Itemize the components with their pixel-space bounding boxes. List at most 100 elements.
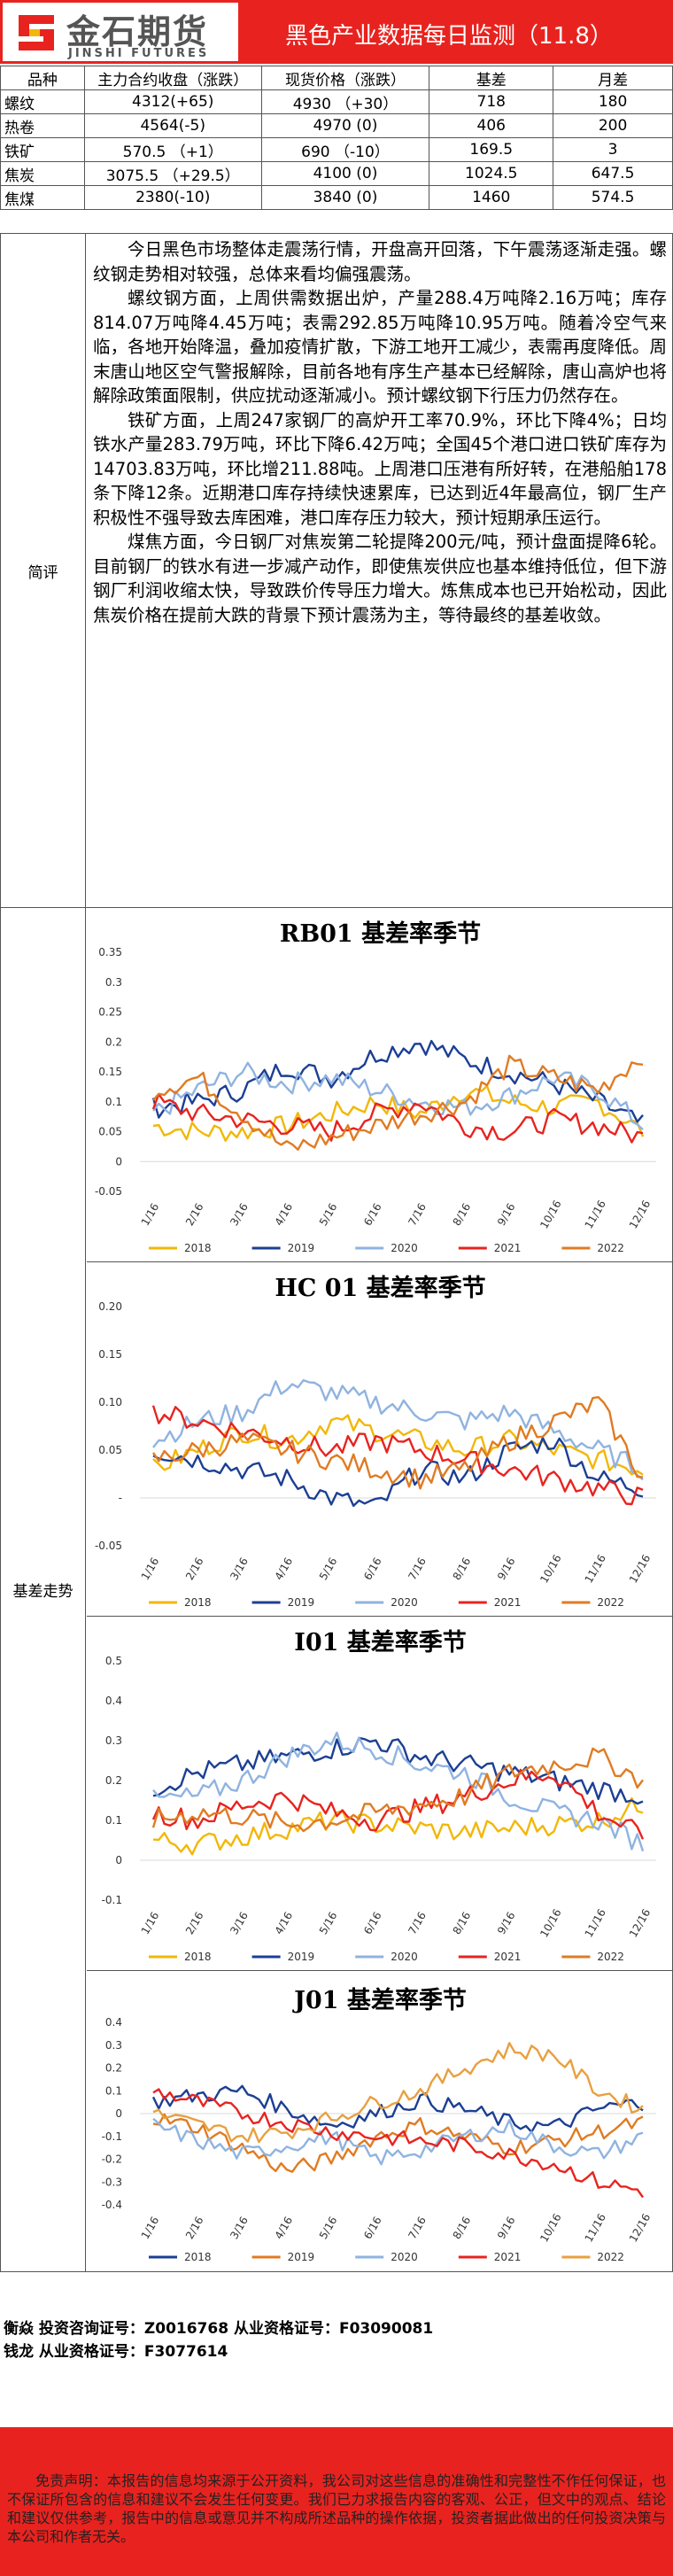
y-tick-label: 0: [115, 1854, 122, 1866]
series-line-2021: [151, 1092, 644, 1144]
x-tick-label: 8/16: [451, 1910, 474, 1936]
chart-svg: I01 基差率季节 0.5 0.4 0.3 0.2 0.1 0 -0.1 1/16 2/16 3/1…: [102, 1628, 656, 1963]
column-header: 现货价格（涨跌）: [260, 66, 430, 90]
x-tick-label: 7/16: [406, 1201, 429, 1228]
series-line-2021: [151, 1405, 644, 1506]
x-tick-label: 3/16: [228, 1910, 251, 1936]
chart-title: RB01 基差率季节: [280, 919, 481, 948]
x-tick-label: 5/16: [317, 1910, 340, 1936]
logo-english-text: JINSHI FUTURES: [68, 47, 210, 60]
x-tick-label: 11/16: [583, 1553, 608, 1586]
chart-svg: J01 基差率季节 0.4 0.3 0.2 0.1 0 -0.1 -0.2 -0.3 -0.4 1/…: [102, 1986, 656, 2263]
chart-title: I01 基差率季节: [294, 1628, 467, 1657]
product-name: 焦炭: [0, 161, 85, 186]
summary-label: 简评: [1, 234, 86, 907]
chart-title: HC 01 基差率季节: [275, 1274, 485, 1302]
x-tick-label: 1/16: [139, 1910, 162, 1936]
y-tick-label: 0.15: [98, 1066, 122, 1078]
disclaimer-banner: 免责声明：本报告的信息均来源于公开资料，我公司对这些信息的准确性和完整性不作任何…: [0, 2427, 673, 2576]
legend-label: 2019: [288, 2251, 315, 2263]
table-row: 铁矿 570.5 （+1） 690 （-10） 169.5 3: [0, 137, 673, 162]
x-tick-label: 9/16: [495, 2215, 518, 2241]
table-cell: 180: [553, 89, 673, 114]
x-tick-label: 1/16: [139, 1201, 162, 1228]
x-tick-label: 12/16: [627, 1553, 653, 1586]
product-name: 铁矿: [0, 137, 85, 162]
y-tick-label: 0.35: [98, 946, 122, 958]
basis-section: 基差走势 RB01 基差率季节 0.35 0.3 0.25 0.2 0.15 0.1 0.05…: [0, 908, 673, 2272]
table-row: 焦煤 2380(-10) 3840 (0) 1460 574.5: [0, 185, 673, 210]
y-tick-label: -0.1: [102, 1894, 122, 1906]
series-line-2019: [152, 1436, 644, 1508]
x-tick-label: 6/16: [361, 1910, 384, 1936]
y-tick-label: 0.5: [105, 1655, 122, 1667]
table-header-row: 品种 主力合约收盘（涨跌） 现货价格（涨跌） 基差 月差: [0, 66, 673, 90]
analyst-contacts: 衡焱 投资咨询证号：Z0016768 从业资格证号：F03090081 钱龙 从…: [0, 2317, 673, 2363]
x-tick-label: 2/16: [183, 2215, 206, 2241]
x-tick-label: 2/16: [183, 1556, 206, 1582]
chart-i01: I01 基差率季节 0.5 0.4 0.3 0.2 0.1 0 -0.1 1/16 2/16 3/1…: [87, 1617, 673, 1971]
x-tick-label: 3/16: [228, 1556, 251, 1582]
x-tick-label: 7/16: [406, 1556, 429, 1582]
table-cell: 574.5: [553, 185, 673, 210]
x-tick-label: 5/16: [317, 1556, 340, 1582]
table-cell: 3075.5 （+29.5）: [83, 161, 262, 186]
x-tick-label: 1/16: [139, 1556, 162, 1582]
chart-svg: RB01 基差率季节 0.35 0.3 0.25 0.2 0.15 0.1 0.05 0 -0.0…: [95, 919, 656, 1254]
series-line-2020: [152, 1378, 644, 1481]
x-tick-label: 4/16: [273, 1910, 296, 1936]
table-cell: 4970 (0): [260, 113, 430, 138]
logo-chinese-text: 金石期货: [66, 12, 209, 51]
series-line-2022: [152, 1054, 644, 1151]
x-tick-label: 6/16: [361, 1201, 384, 1228]
logo-mark-icon: [19, 15, 54, 50]
series-line-2018: [152, 1796, 644, 1856]
table-cell: 4100 (0): [260, 161, 430, 186]
table-cell: 647.5: [553, 161, 673, 186]
legend-label: 2018: [184, 2251, 212, 2263]
table-cell: 1024.5: [429, 161, 554, 186]
series-line-2019: [152, 2113, 644, 2173]
series-line-2018: [152, 1084, 645, 1142]
y-tick-label: 0.2: [105, 2062, 122, 2075]
legend-label: 2019: [288, 1951, 315, 1963]
legend-label: 2022: [597, 2251, 624, 2263]
legend-label: 2022: [597, 1596, 624, 1609]
table-cell: 1460: [429, 185, 554, 210]
x-tick-label: 4/16: [273, 1201, 296, 1228]
table-cell: 690 （-10）: [260, 137, 430, 162]
y-tick-label: 0.15: [98, 1348, 122, 1361]
y-tick-label: -0.4: [102, 2199, 122, 2211]
y-tick-label: 0.3: [105, 976, 122, 989]
legend-label: 2021: [494, 1596, 522, 1609]
x-tick-label: 6/16: [361, 1556, 384, 1582]
report-header: 金石期货 JINSHI FUTURES 黑色产业数据每日监测（11.8）: [0, 0, 673, 64]
table-cell: 3: [553, 137, 673, 162]
x-tick-label: 3/16: [228, 1201, 251, 1228]
x-tick-label: 12/16: [627, 2212, 653, 2245]
y-tick-label: 0.4: [105, 2016, 122, 2029]
price-table: 品种 主力合约收盘（涨跌） 现货价格（涨跌） 基差 月差 螺纹 4312(+65) 4930 …: [0, 66, 673, 210]
x-tick-label: 11/16: [583, 1199, 608, 1231]
y-tick-label: -0.2: [102, 2153, 122, 2166]
series-line-2020: [152, 1061, 644, 1130]
y-tick-label: 0.10: [98, 1396, 122, 1408]
legend-label: 2018: [184, 1951, 212, 1963]
table-cell: 3840 (0): [260, 185, 430, 210]
x-tick-label: 9/16: [495, 1556, 518, 1582]
x-tick-label: 5/16: [317, 2215, 340, 2241]
product-name: 热卷: [0, 113, 85, 138]
y-tick-label: 0.4: [105, 1695, 122, 1707]
contact-line: 钱龙 从业资格证号：F3077614: [4, 2343, 228, 2361]
column-header: 品种: [0, 66, 85, 90]
page-title: 黑色产业数据每日监测（11.8）: [285, 23, 613, 50]
x-tick-label: 10/16: [538, 1553, 563, 1586]
legend-label: 2021: [494, 2251, 522, 2263]
table-cell: 570.5 （+1）: [83, 137, 262, 162]
summary-paragraph: 煤焦方面，今日钢厂对焦炭第二轮提降200元/吨，预计盘面提降6轮。目前钢厂的铁水…: [93, 531, 667, 625]
x-tick-label: 7/16: [406, 1910, 429, 1936]
summary-text: 今日黑色市场整体走震荡行情，开盘高开回落，下午震荡逐渐走强。螺纹钢走势相对较强，…: [93, 237, 667, 627]
disclaimer-text: 免责声明：本报告的信息均来源于公开资料，我公司对这些信息的准确性和完整性不作任何…: [7, 2472, 666, 2545]
x-tick-label: 5/16: [317, 1201, 340, 1228]
x-tick-label: 12/16: [627, 1199, 653, 1231]
